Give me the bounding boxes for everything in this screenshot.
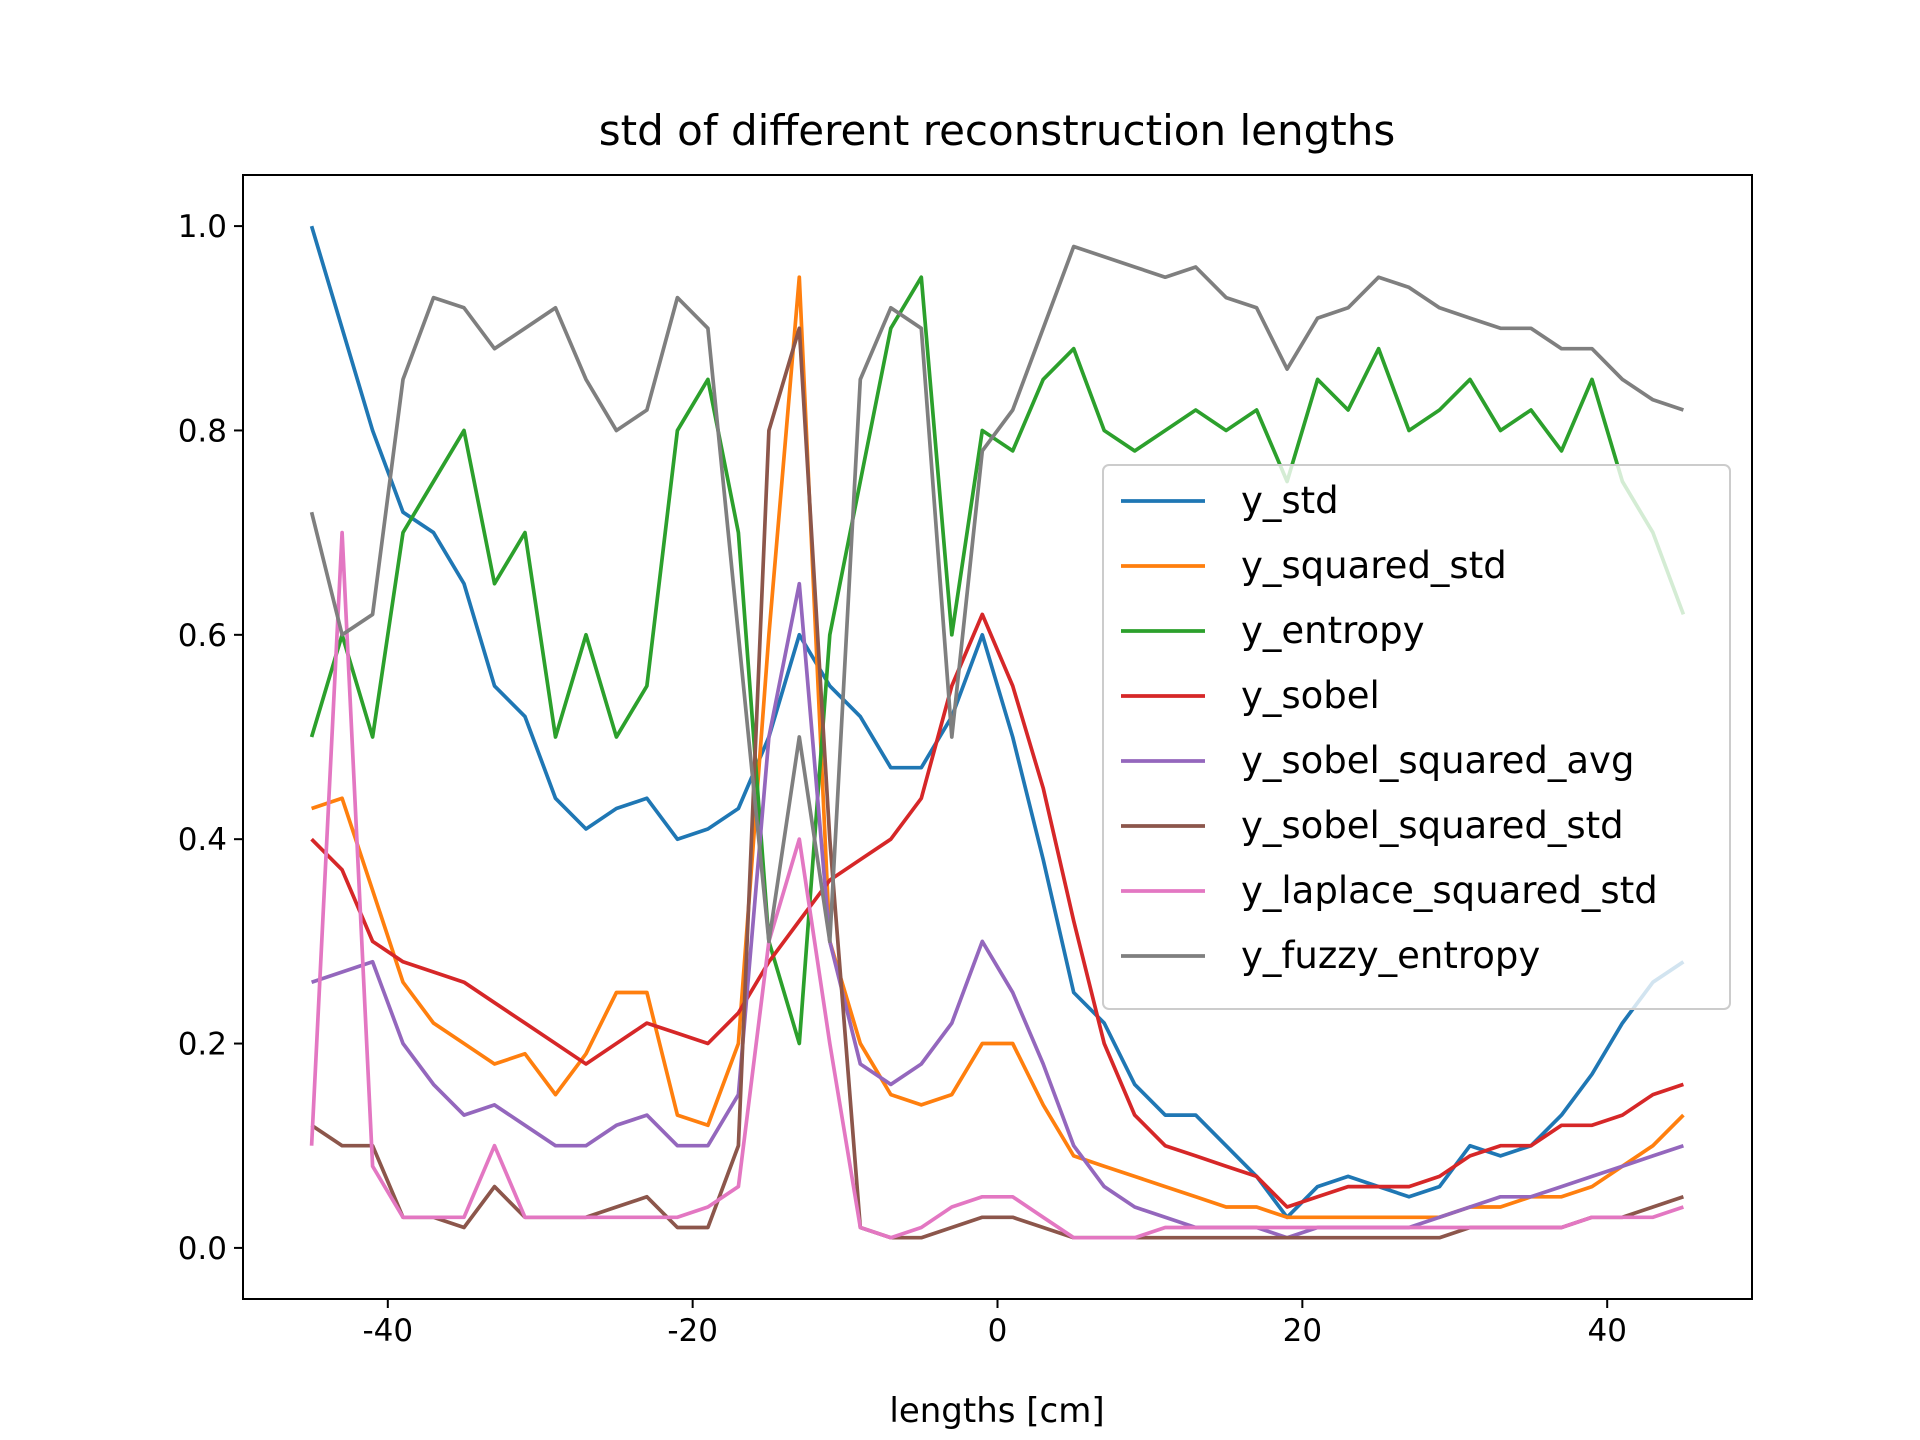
- legend-label: y_fuzzy_entropy: [1241, 934, 1540, 977]
- legend-label: y_std: [1241, 479, 1339, 522]
- series-line: [309, 244, 1684, 944]
- legend-label: y_sobel_squared_std: [1241, 804, 1624, 847]
- legend: y_std y_squared_std y_entropy y_sobel y_sobe…: [1102, 464, 1731, 1010]
- legend-label: y_squared_std: [1241, 544, 1507, 587]
- x-tick-label: 40: [1587, 1313, 1626, 1349]
- series-line: [311, 581, 1684, 1240]
- legend-label: y_entropy: [1241, 609, 1425, 652]
- x-axis-label: lengths [cm]: [889, 1391, 1104, 1431]
- plot-lines: [309, 225, 1686, 1240]
- legend-label: y_sobel: [1241, 674, 1380, 717]
- series-line: [309, 530, 1684, 1240]
- y-tick-label: 0.6: [178, 618, 227, 654]
- plot-frame: [242, 174, 1753, 1300]
- y-tick-label: 0.8: [178, 413, 227, 449]
- y-tick-label: 1.0: [178, 209, 227, 245]
- series-line: [309, 275, 1686, 1046]
- y-tick-label: 0.0: [178, 1231, 227, 1267]
- x-tick-label: -20: [667, 1313, 718, 1349]
- x-tick-label: 0: [988, 1313, 1008, 1349]
- x-tick-label: 20: [1283, 1313, 1322, 1349]
- y-tick-label: 0.2: [178, 1027, 227, 1063]
- series-line: [310, 612, 1684, 1209]
- legend-box: [1102, 464, 1731, 1010]
- legend-label: y_sobel_squared_avg: [1241, 739, 1634, 782]
- chart-title: std of different reconstruction lengths: [599, 106, 1395, 155]
- legend-label: y_laplace_squared_std: [1241, 869, 1658, 912]
- x-tick-label: -40: [362, 1313, 413, 1349]
- y-tick-label: 0.4: [178, 822, 227, 858]
